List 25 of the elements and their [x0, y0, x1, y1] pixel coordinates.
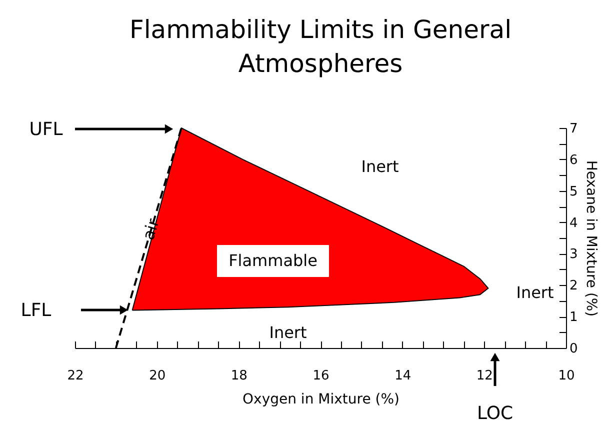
annotation: Inert — [516, 283, 554, 302]
y-tick-label: 4 — [570, 216, 578, 231]
x-tick-label: 18 — [230, 368, 248, 384]
y-axis-title: Hexane in Mixture (%) — [582, 160, 599, 317]
x-tick-label: 12 — [476, 368, 493, 384]
annotation: Inert — [361, 157, 399, 176]
text: LFL — [20, 300, 52, 321]
x-tick-label: 10 — [558, 368, 575, 384]
annotation: Inert — [269, 323, 307, 342]
x-tick-label: 16 — [312, 368, 330, 384]
y-tick-label: 7 — [570, 122, 578, 136]
y-tick-label: 6 — [570, 152, 578, 168]
text: UFL — [29, 119, 63, 140]
y-tick-label: 0 — [570, 342, 578, 356]
x-tick-label: 20 — [149, 368, 166, 384]
x-tick-label: 14 — [394, 368, 412, 384]
x-tick-label: 22 — [67, 368, 84, 384]
x-axis-title: Oxygen in Mixture (%) — [242, 392, 400, 408]
y-tick-label: 1 — [570, 310, 578, 326]
y-tick-label: 5 — [570, 184, 578, 200]
text: LOC — [476, 403, 514, 424]
y-tick-label: 3 — [570, 247, 578, 262]
chart-title: Flammability Limits in General Atmospheres — [129, 15, 512, 78]
y-tick-label: 2 — [570, 278, 578, 294]
annotation: Flammable — [228, 251, 318, 270]
